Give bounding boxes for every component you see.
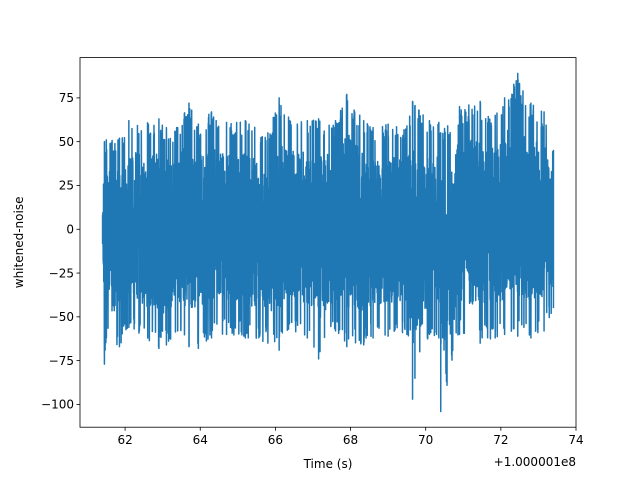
y-axis: 75 50 25 0 −25 −50 −75 −100: [41, 91, 80, 412]
y-tick-label: −50: [49, 310, 74, 324]
x-tick-label: 64: [193, 433, 208, 447]
x-axis-label: Time (s): [303, 457, 353, 471]
y-tick-label: −25: [49, 266, 74, 280]
y-tick-label: 50: [59, 135, 74, 149]
y-axis-label: whitened-noise: [12, 197, 26, 289]
x-axis: 62 64 66 68 70 72 74: [117, 427, 584, 447]
x-tick-label: 66: [268, 433, 283, 447]
x-tick-label: 62: [117, 433, 132, 447]
y-tick-label: −75: [49, 354, 74, 368]
y-tick-label: −100: [41, 398, 74, 412]
y-tick-label: 25: [59, 179, 74, 193]
x-tick-label: 68: [343, 433, 358, 447]
x-tick-label: 74: [568, 433, 583, 447]
x-axis-offset-label: +1.000001e8: [494, 455, 576, 469]
signal-line: [101, 72, 555, 413]
x-tick-label: 70: [418, 433, 433, 447]
axes-frame: [79, 57, 577, 428]
y-tick-label: 0: [66, 222, 74, 236]
y-tick-label: 75: [59, 91, 74, 105]
x-tick-label: 72: [493, 433, 508, 447]
plot-content: [101, 72, 555, 413]
